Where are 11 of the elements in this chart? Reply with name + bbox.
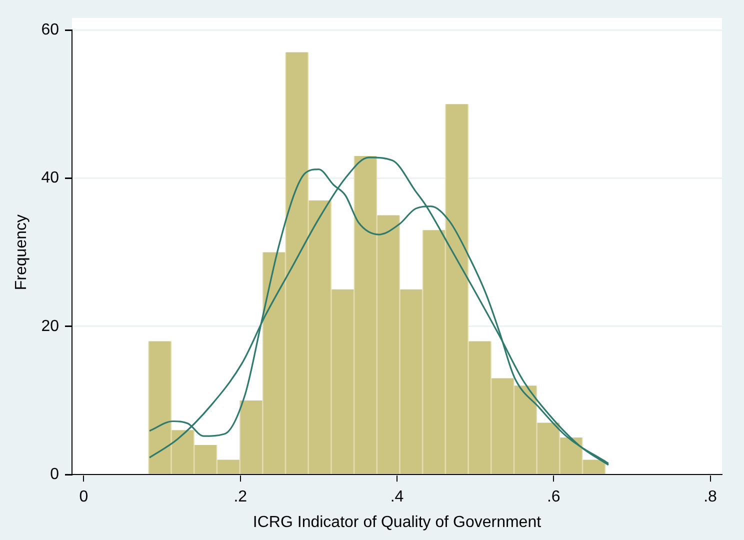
x-axis-title: ICRG Indicator of Quality of Government — [252, 514, 542, 531]
x-tick-label: .8 — [704, 488, 718, 506]
x-tick-label: .2 — [234, 488, 248, 506]
y-axis-title: Frequency — [13, 214, 30, 290]
x-tick-label: 0 — [79, 488, 88, 506]
y-tick-label: 40 — [41, 170, 60, 187]
y-tick-label: 0 — [50, 466, 60, 484]
y-tick-label: 20 — [41, 318, 60, 335]
x-tick-label: .6 — [546, 488, 560, 506]
y-tick-label: 60 — [41, 21, 60, 38]
x-tick-label: .4 — [390, 488, 404, 506]
